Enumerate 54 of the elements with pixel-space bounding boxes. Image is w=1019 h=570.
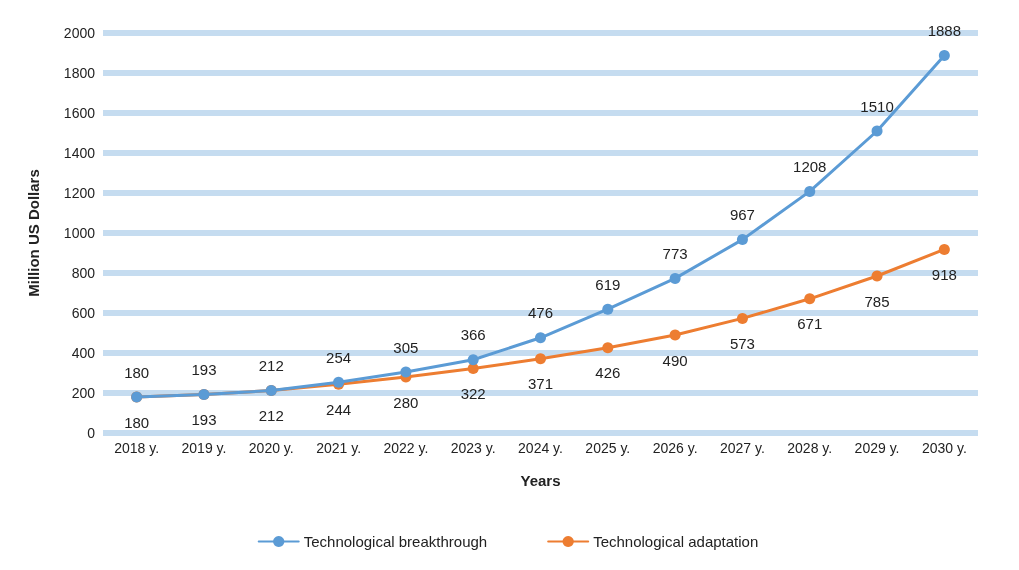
data-label: 476 [527,304,554,322]
y-tick-label: 400 [71,345,96,361]
x-tick-label: 2026 y. [652,440,698,456]
x-tick-label: 2025 y. [585,440,631,456]
x-tick-label: 2020 y. [248,440,294,456]
data-label: 619 [595,275,621,293]
x-tick-label: 2022 y. [383,440,429,456]
y-tick-label: 1400 [63,145,96,161]
x-tick-label: 2027 y. [719,440,765,456]
data-label: 254 [326,348,352,366]
data-label: 573 [729,334,755,352]
data-label: 180 [124,363,150,381]
y-tick-label: 1200 [63,185,96,201]
data-label: 671 [797,315,823,333]
legend-label: Technological adaptation [593,533,759,550]
data-label: 371 [527,375,554,393]
data-label: 180 [124,413,150,431]
y-tick-label: 0 [87,425,96,441]
x-tick-label: 2029 y. [854,440,900,456]
data-label: 193 [191,360,217,378]
data-label: 244 [326,400,352,418]
y-tick-label: 200 [71,385,96,401]
data-label: 785 [864,292,890,310]
data-label: 322 [460,385,486,403]
y-tick-label: 600 [71,305,96,321]
x-tick-label: 2021 y. [316,440,362,456]
data-label: 490 [662,351,688,369]
x-tick-label: 2023 y. [450,440,496,456]
y-tick-label: 800 [71,265,96,281]
data-label: 366 [460,326,486,344]
data-label: 212 [258,357,284,375]
data-label: 280 [393,393,419,411]
data-label: 426 [595,364,621,382]
data-label: 212 [258,407,284,425]
x-tick-label: 2024 y. [518,440,563,456]
data-label: 305 [393,338,419,356]
data-label: 1888 [927,21,962,39]
x-tick-label: 2028 y. [787,440,833,456]
y-tick-label: 1600 [63,105,96,121]
x-tick-label: 2018 y. [114,440,160,456]
data-label: 918 [931,265,957,283]
legend-label: Technological breakthrough [303,533,488,550]
y-tick-label: 1000 [63,225,96,241]
data-label: 773 [662,244,688,262]
data-label: 1510 [860,97,894,115]
x-tick-label: 2019 y. [181,440,227,456]
x-tick-label: 2030 y. [921,440,967,456]
data-label: 967 [729,206,755,224]
x-axis-title: Years [520,472,561,489]
data-label: 193 [191,410,217,428]
y-axis-title: Million US Dollars [25,169,42,297]
data-label: 1208 [793,157,827,175]
y-tick-label: 1800 [63,65,96,81]
y-tick-label: 2000 [63,25,96,41]
